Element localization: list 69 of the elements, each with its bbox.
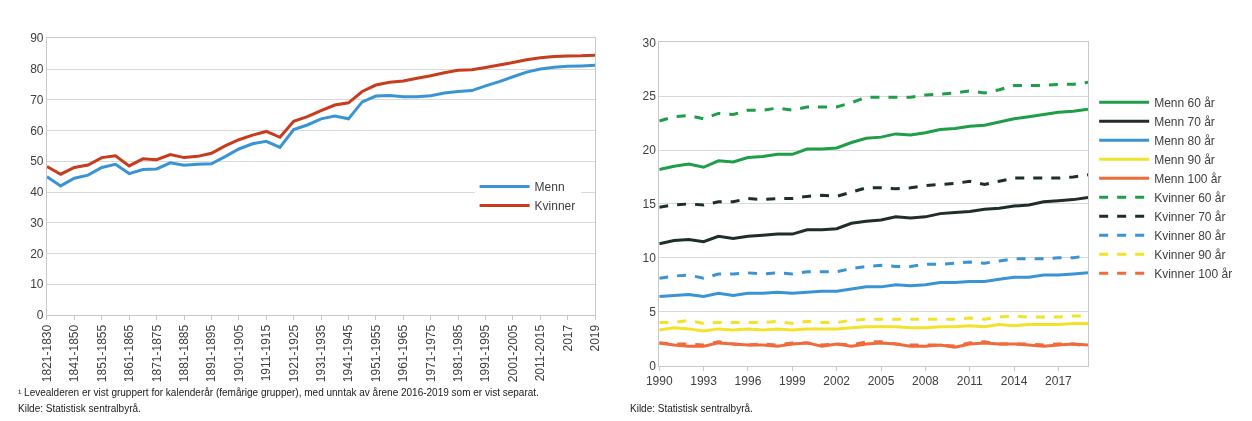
x-tick-label: 1901-1905 — [231, 324, 246, 383]
x-tick-label: 1851-1855 — [94, 324, 109, 383]
text: ¹ Levealderen er vist gruppert for kalenderår (femårige grupper), med unntak av årene 2016-2019 som er vist separat. — [18, 387, 539, 398]
legend-label: Menn 100 år — [1154, 171, 1222, 186]
x-tick-label: 1990 — [645, 373, 673, 388]
x-tick-label: 2014 — [1000, 373, 1028, 388]
line-series — [46, 53, 596, 176]
legend-label: Menn 90 år — [1154, 152, 1215, 167]
x-tick-label: 1971-1975 — [423, 324, 438, 383]
y-tick-label: 25 — [642, 89, 657, 104]
x-tick-label: 1991-1995 — [478, 324, 493, 383]
x-tick-label: 1996 — [734, 373, 762, 388]
x-tick-label: 1999 — [778, 373, 806, 388]
y-tick-label: 40 — [30, 185, 44, 200]
x-tick-label: 1951-1955 — [368, 324, 383, 383]
legend-label: Kvinner 100 år — [1154, 266, 1233, 281]
x-tick-label: 1881-1885 — [176, 324, 191, 383]
x-tick-label: 2011 — [956, 373, 983, 388]
y-tick-label: 50 — [30, 154, 44, 169]
y-tick-label: 10 — [30, 277, 44, 292]
text: Kilde: Statistisk sentralbyrå. — [18, 403, 141, 414]
y-tick-label: 30 — [30, 215, 44, 230]
x-tick-label: 1891-1895 — [204, 324, 219, 383]
y-tick-label: 0 — [649, 358, 657, 373]
x-tick-label: 1821-1830 — [39, 324, 54, 383]
y-tick-label: 80 — [30, 62, 44, 77]
y-tick-label: 10 — [642, 250, 657, 265]
line-series — [659, 195, 1088, 246]
x-tick-label: 2002 — [823, 373, 851, 388]
line-series — [659, 107, 1088, 171]
x-tick-label: 2008 — [912, 373, 940, 388]
x-tick-label: 1941-1945 — [341, 324, 356, 383]
legend-label: Kvinner 70 år — [1154, 209, 1226, 224]
x-tick-label: 2005 — [867, 373, 895, 388]
legend-label: Menn 70 år — [1154, 114, 1215, 129]
line-series — [659, 80, 1088, 123]
x-tick-label: 1961-1965 — [396, 324, 411, 383]
x-tick-label: 1911-1915 — [259, 324, 274, 382]
y-tick-label: 90 — [30, 31, 44, 46]
x-tick-label: 2017 — [1045, 373, 1073, 388]
x-tick-label: 1993 — [690, 373, 718, 388]
y-tick-label: 20 — [30, 246, 44, 261]
x-tick-label: 1981-1985 — [451, 324, 466, 383]
x-tick-label: 2017 — [560, 324, 575, 352]
legend-label: Menn 60 år — [1154, 95, 1215, 110]
y-tick-label: 60 — [30, 123, 44, 138]
legend-label: Kvinner 80 år — [1154, 228, 1226, 243]
x-tick-label: 2001-2005 — [505, 324, 520, 383]
x-tick-label: 2019 — [588, 324, 603, 352]
x-tick-label: 1931-1935 — [313, 324, 328, 383]
text: Kilde: Statistisk sentralbyrå. — [630, 403, 753, 414]
line-series — [659, 271, 1088, 299]
legend-label: Menn — [534, 180, 565, 195]
legend-label: Menn 80 år — [1154, 133, 1215, 148]
line-series — [659, 322, 1088, 333]
legend-label: Kvinner 90 år — [1154, 247, 1226, 262]
y-tick-label: 15 — [642, 197, 657, 212]
y-tick-label: 5 — [649, 304, 657, 319]
legend-label: Kvinner — [534, 199, 576, 214]
legend-label: Kvinner 60 år — [1154, 190, 1226, 205]
y-tick-label: 70 — [30, 92, 44, 107]
x-tick-label: 1861-1865 — [122, 324, 137, 383]
y-tick-label: 0 — [36, 308, 44, 323]
x-tick-label: 1841-1850 — [67, 324, 82, 383]
x-tick-label: 1871-1875 — [149, 324, 164, 383]
y-tick-label: 30 — [642, 35, 657, 50]
x-tick-label: 2011-2015 — [533, 324, 548, 382]
y-tick-label: 20 — [642, 143, 657, 158]
x-tick-label: 1921-1925 — [286, 324, 301, 383]
